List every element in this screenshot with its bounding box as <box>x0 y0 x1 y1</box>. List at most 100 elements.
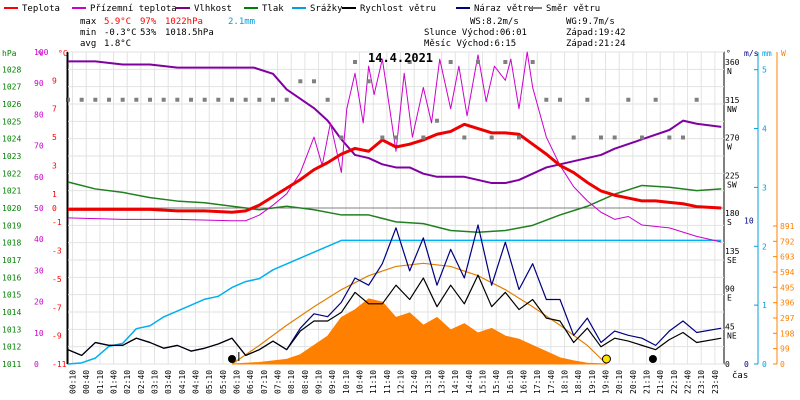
temperature-tick-label: 1 <box>52 190 57 199</box>
x-tick-label: 15:10 <box>479 370 488 394</box>
wind-direction-point <box>530 60 535 64</box>
radiation-tick-label: 594 <box>780 268 795 277</box>
radiation-tick-label: 693 <box>780 253 795 262</box>
x-tick-label: 05:40 <box>219 370 228 394</box>
wind-direction-point <box>462 135 467 140</box>
wind-direction-point <box>407 60 412 64</box>
percent-tick-label: 70 <box>34 142 44 151</box>
direction-compass-label: W <box>727 143 732 152</box>
chart-title: 14.4.2021 <box>368 51 433 65</box>
temperature-tick-label: 3 <box>52 161 57 170</box>
x-tick-label: 05:10 <box>205 370 214 394</box>
series-lines <box>67 51 722 365</box>
hpa-tick-label: 1021 <box>2 187 21 196</box>
wind-direction-point <box>175 97 180 102</box>
radiation-tick-label: 495 <box>780 283 795 292</box>
legend-label: Vlhkost <box>194 4 232 14</box>
hpa-tick-label: 1017 <box>2 256 21 265</box>
stat-press-max: 1022hPa <box>165 17 203 27</box>
wind-direction-point <box>79 97 84 102</box>
wind-direction-point <box>653 97 658 102</box>
x-tick-label: 19:10 <box>588 370 597 394</box>
legend-label: Přízemní teplota <box>90 4 177 14</box>
temperature-tick-label: 7 <box>52 105 57 114</box>
legend-label: Náraz větru <box>474 4 534 14</box>
legend-label: Srážky <box>310 4 343 14</box>
wind-direction-point <box>476 60 480 64</box>
wind-direction-point <box>298 79 303 84</box>
x-tick-label: 07:40 <box>274 370 283 394</box>
x-tick-label: 08:10 <box>287 370 296 394</box>
wind-tick-label: 0 <box>744 360 749 369</box>
wind-direction-point <box>544 97 549 102</box>
temperature-tick-label: -11 <box>52 360 67 369</box>
stat-rain-total: 2.1mm <box>228 17 255 27</box>
direction-tick-label: 225 <box>725 171 740 180</box>
percent-tick-label: 0 <box>34 360 39 369</box>
hpa-tick-label: 1025 <box>2 117 21 126</box>
x-tick-label: 03:10 <box>151 370 160 394</box>
direction-compass-label: S <box>727 218 732 227</box>
percent-tick-label: 50 <box>34 204 44 213</box>
x-tick-label: 23:10 <box>697 370 706 394</box>
wind-direction-point <box>120 97 125 102</box>
x-tick-label: 16:40 <box>520 370 529 394</box>
wind-direction-point <box>93 97 98 102</box>
x-axis-label: čas <box>732 370 748 381</box>
x-tick-label: 22:40 <box>684 370 693 394</box>
wind-direction-point <box>339 135 344 140</box>
hpa-tick-label: 1019 <box>2 221 21 230</box>
hpa-tick-label: 1016 <box>2 273 21 282</box>
wind-direction-point <box>284 97 289 102</box>
stat-sunset: Západ:19:42 <box>566 28 626 38</box>
radiation-tick-label: 99 <box>780 345 790 354</box>
wind-direction-point <box>216 97 221 102</box>
radiation-tick-label: 297 <box>780 314 795 323</box>
wind-direction-point <box>599 135 603 140</box>
x-tick-label: 01:40 <box>110 370 119 394</box>
temperature-line <box>68 122 722 214</box>
x-tick-label: 14:10 <box>451 370 460 394</box>
percent-tick-label: 80 <box>34 110 44 119</box>
sunset-marker <box>601 354 611 364</box>
rain-tick-label: 3 <box>762 183 767 192</box>
wind-direction-point <box>640 135 644 140</box>
x-tick-label: 03:40 <box>164 370 173 394</box>
stat-moonrise: Měsíc Východ:6:15 <box>424 39 516 49</box>
temperature-tick-label: 0 <box>52 204 57 213</box>
hpa-tick-label: 1013 <box>2 325 21 334</box>
percent-axis-title: % <box>38 49 43 58</box>
sunrise-marker <box>228 355 236 363</box>
wind-direction-point <box>394 135 398 140</box>
stat-min-label: min <box>80 28 96 38</box>
x-tick-label: 13:10 <box>424 370 433 394</box>
rain-tick-label: 2 <box>762 242 767 251</box>
x-tick-label: 18:40 <box>574 370 583 394</box>
wind-direction-point <box>257 97 262 102</box>
legend-label: Tlak <box>262 4 284 14</box>
x-tick-label: 04:40 <box>192 370 201 394</box>
wind-direction-point <box>189 97 193 102</box>
axes: 00:10 00:40 01:10 01:40 02:10 02:40 03:10 03:40… <box>2 48 795 394</box>
wind-direction-point <box>448 60 453 64</box>
hpa-tick-label: 1024 <box>2 135 21 144</box>
x-tick-label: 15:40 <box>492 370 501 394</box>
direction-compass-label: SW <box>727 180 737 189</box>
wind-direction-point <box>161 97 166 102</box>
moonset-marker <box>648 355 657 363</box>
percent-tick-label: 40 <box>34 235 44 244</box>
x-tick-label: 14:40 <box>465 370 474 394</box>
hpa-tick-label: 1015 <box>2 291 21 300</box>
x-tick-label: 19:40 <box>602 370 611 394</box>
hpa-axis-title: hPa <box>2 49 17 58</box>
legend: Teplota Přízemní teplota Vlhkost Tlak Srážky… <box>4 4 600 14</box>
x-tick-label: 20:10 <box>615 370 624 394</box>
wind-direction-point <box>66 97 70 102</box>
wind-direction-point <box>694 97 699 102</box>
temperature-tick-label: -5 <box>52 275 62 284</box>
x-tick-label: 06:40 <box>246 370 255 394</box>
hpa-tick-label: 1028 <box>2 65 21 74</box>
radiation-tick-label: 792 <box>780 237 795 246</box>
stat-hum-max: 97% <box>140 17 157 27</box>
